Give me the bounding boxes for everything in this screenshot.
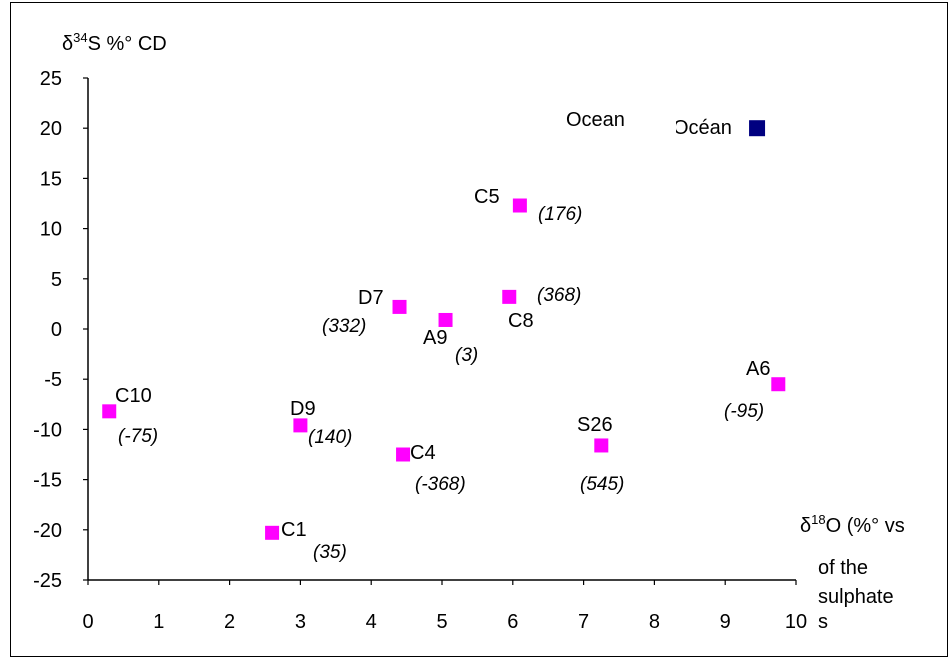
chart-frame [10, 2, 948, 657]
point-value-label: (3) [455, 345, 478, 366]
data-point-c5 [512, 198, 527, 213]
point-label: A6 [746, 358, 770, 380]
point-value-label: (140) [308, 427, 352, 448]
y-tick-label: 15 [40, 168, 62, 190]
x-tick-label: 9 [720, 611, 731, 633]
x-tick-label: 5 [436, 611, 447, 633]
x-tick-label: 3 [295, 611, 306, 633]
y-axis-title: δ34S %° CD [62, 30, 167, 55]
point-label: C4 [410, 442, 436, 464]
x-axis-title-line: sulphate [818, 586, 894, 608]
x-tick-label: 6 [507, 611, 518, 633]
y-tick-label: -5 [44, 369, 62, 391]
point-label: C8 [508, 310, 534, 332]
point-label: D9 [290, 398, 316, 420]
x-tick-label: 4 [366, 611, 377, 633]
point-label: C1 [281, 519, 307, 541]
y-tick-label: 5 [51, 269, 62, 291]
x-axis-title-line: of the [818, 557, 868, 579]
point-value-label: (-95) [724, 401, 764, 422]
data-point-c10 [102, 404, 117, 419]
x-tick-label: 8 [649, 611, 660, 633]
data-point-s26 [594, 438, 609, 453]
label-clip-mask [664, 112, 676, 142]
x-tick-label: 2 [224, 611, 235, 633]
x-tick-label: 10 [785, 611, 807, 633]
point-value-label: (368) [537, 285, 581, 306]
y-tick-label: 0 [51, 319, 62, 341]
point-value-label: (545) [580, 474, 624, 495]
point-label: A9 [423, 327, 447, 349]
x-axis-title-line: s [818, 611, 828, 633]
y-tick-label: 20 [40, 118, 62, 140]
data-point-c1 [265, 525, 280, 540]
point-value-label: (176) [538, 204, 582, 225]
y-tick-label: -20 [33, 520, 62, 542]
point-label: S26 [577, 414, 613, 436]
x-tick-label: 1 [153, 611, 164, 633]
data-point-a9 [438, 312, 453, 327]
point-value-label: (-75) [118, 426, 158, 447]
data-point-d9 [293, 418, 308, 433]
data-point-a6 [771, 377, 786, 392]
data-point-d7 [392, 299, 407, 314]
y-tick-label: -15 [33, 470, 62, 492]
data-point-c4 [396, 447, 411, 462]
x-axis-title: δ18O (%° vs [800, 512, 905, 537]
y-tick-label: -25 [33, 570, 62, 592]
point-value-label: (332) [322, 316, 366, 337]
point-label: Océan [673, 117, 732, 139]
ocean-annotation: Ocean [566, 109, 625, 131]
y-tick-label: 10 [40, 219, 62, 241]
data-point-océan [749, 120, 766, 137]
x-tick-label: 7 [578, 611, 589, 633]
y-tick-label: 25 [40, 68, 62, 90]
point-value-label: (35) [313, 542, 347, 563]
point-value-label: (-368) [415, 474, 466, 495]
y-tick-label: -10 [33, 419, 62, 441]
point-label: C10 [115, 385, 152, 407]
point-label: D7 [358, 287, 384, 309]
x-tick-label: 0 [82, 611, 93, 633]
data-point-c8 [502, 289, 517, 304]
point-label: C5 [474, 186, 500, 208]
